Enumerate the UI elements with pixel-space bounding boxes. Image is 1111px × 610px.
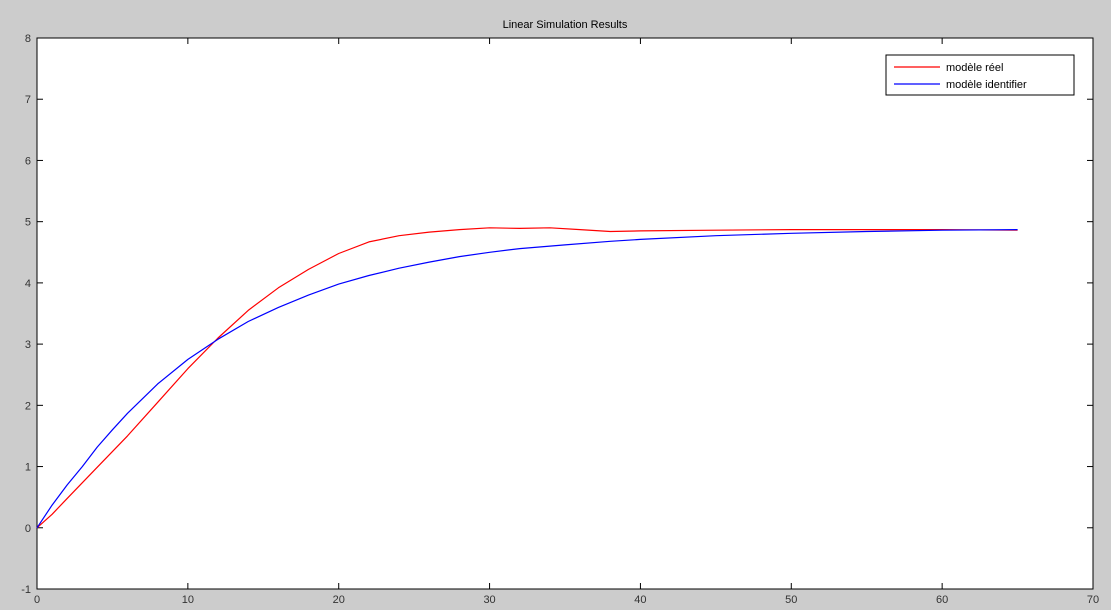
legend: modèle réel modèle identifier	[885, 54, 1075, 96]
x-tick-label: 20	[333, 594, 345, 606]
y-tick-label: 0	[25, 523, 31, 535]
legend-label-2: modèle identifier	[946, 79, 1027, 91]
y-tick-label: 7	[25, 94, 31, 106]
x-tick-label: 60	[936, 594, 948, 606]
series-lines	[36, 227, 1018, 529]
axes-background	[36, 37, 1094, 590]
x-tick-label: 30	[483, 594, 495, 606]
series-line-1	[36, 227, 1018, 529]
legend-box	[885, 54, 1075, 96]
axis-ticks	[36, 37, 1094, 590]
y-tick-label: 6	[25, 155, 31, 167]
x-tick-label: 40	[634, 594, 646, 606]
x-tick-labels: 0 10 20 30 40 50 60 70	[34, 594, 1099, 606]
x-tick-label: 10	[182, 594, 194, 606]
legend-label-1: modèle réel	[946, 62, 1003, 74]
x-tick-label: 70	[1087, 594, 1099, 606]
series-line-2	[36, 229, 1018, 529]
y-tick-label: 1	[25, 462, 31, 474]
y-tick-label: 4	[25, 278, 31, 290]
y-tick-label: -1	[21, 584, 31, 596]
chart-title: Linear Simulation Results	[503, 19, 628, 31]
y-tick-label: 5	[25, 217, 31, 229]
y-tick-label: 8	[25, 33, 31, 45]
x-tick-label: 0	[34, 594, 40, 606]
y-tick-label: 3	[25, 339, 31, 351]
y-tick-label: 2	[25, 400, 31, 412]
x-tick-label: 50	[785, 594, 797, 606]
y-tick-labels: -1 0 1 2 3 4 5 6 7 8	[21, 33, 31, 596]
